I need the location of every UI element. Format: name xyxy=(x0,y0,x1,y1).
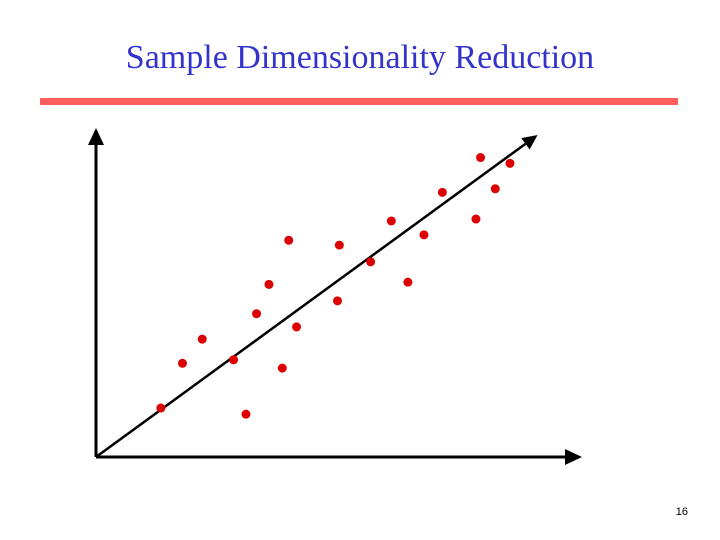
data-point xyxy=(197,334,207,344)
data-point xyxy=(333,296,342,306)
data-point xyxy=(505,158,515,168)
data-point xyxy=(229,355,239,365)
data-point xyxy=(277,363,287,373)
data-point xyxy=(264,279,274,289)
data-point xyxy=(292,322,302,332)
principal-line-arrowhead xyxy=(521,135,538,150)
data-point xyxy=(252,309,262,319)
data-point xyxy=(177,358,187,368)
y-axis-arrowhead xyxy=(88,128,104,145)
data-point xyxy=(403,277,413,287)
data-point xyxy=(471,214,481,224)
data-point xyxy=(156,403,166,413)
title-underline xyxy=(40,98,678,105)
data-point xyxy=(419,230,429,240)
x-axis-arrowhead xyxy=(565,449,582,465)
data-point xyxy=(386,216,396,226)
data-point xyxy=(284,235,294,245)
data-point xyxy=(241,409,251,419)
data-point xyxy=(490,184,500,194)
data-point xyxy=(366,257,376,267)
data-point xyxy=(437,187,447,197)
principal-direction-line xyxy=(95,142,527,459)
data-points xyxy=(156,153,515,419)
data-point xyxy=(476,153,486,163)
slide-title: Sample Dimensionality Reduction xyxy=(125,39,595,76)
page-number: 16 xyxy=(675,506,688,518)
data-point xyxy=(334,240,344,250)
